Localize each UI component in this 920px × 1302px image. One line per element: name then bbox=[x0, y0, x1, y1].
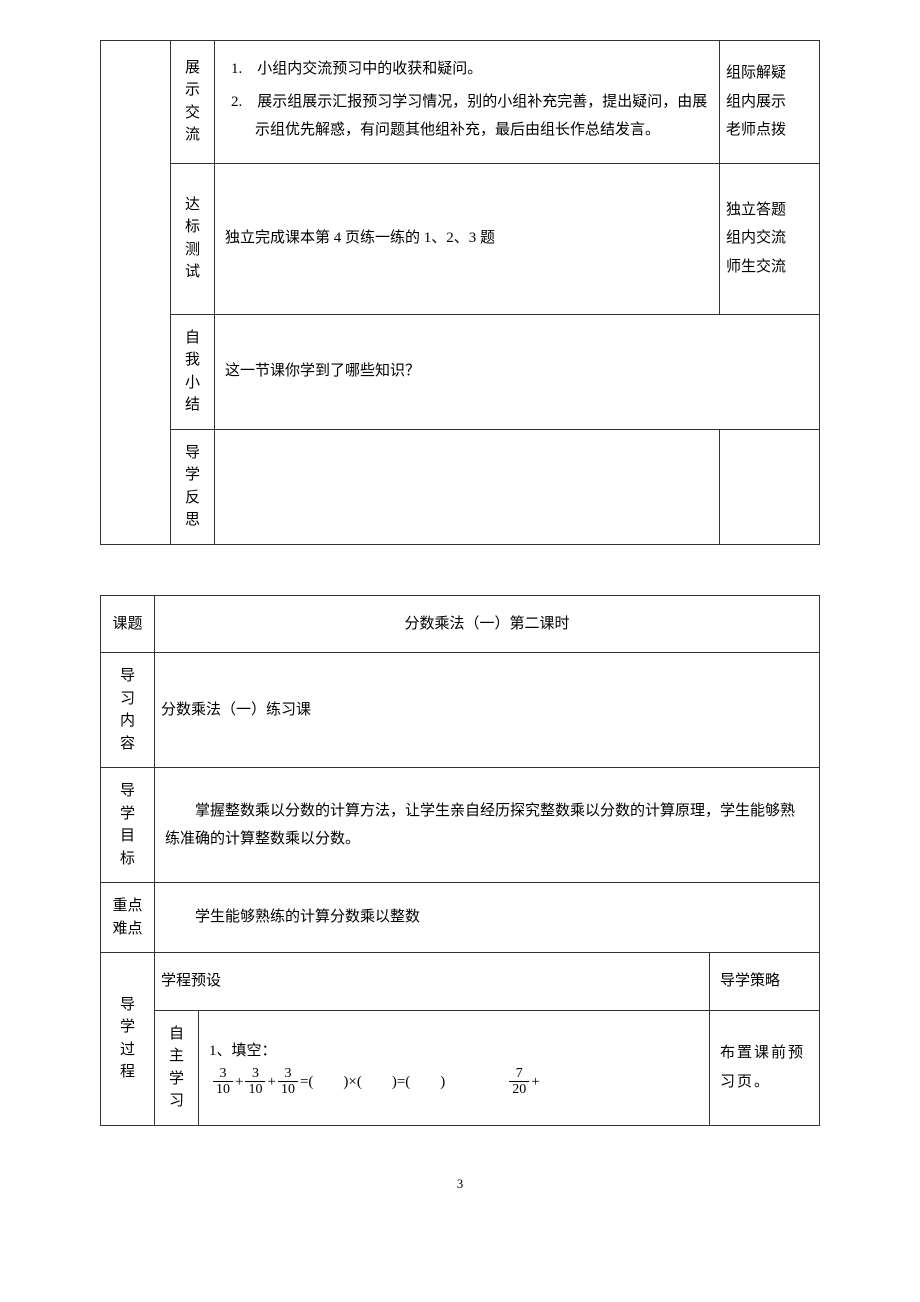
study-content: 分数乘法（一）练习课 bbox=[155, 653, 820, 768]
test-strategy: 独立答题 组内交流 师生交流 bbox=[720, 163, 820, 314]
table-row: 导学目标 掌握整数乘以分数的计算方法，让学生亲自经历探究整数乘以分数的计算原理，… bbox=[101, 768, 820, 883]
display-content: 1. 小组内交流预习中的收获和疑问。 2. 展示组展示汇报预习学习情况，别的小组… bbox=[215, 41, 720, 164]
table-row: 达标测试 独立完成课本第 4 页练一练的 1、2、3 题 独立答题 组内交流 师… bbox=[101, 163, 820, 314]
table-row: 自我小结 这一节课你学到了哪些知识？ bbox=[101, 314, 820, 429]
math-expression: 3 10 + 3 10 + 3 10 =( )×( )=( ) 7 20 bbox=[209, 1066, 699, 1098]
row-span-empty bbox=[101, 41, 171, 545]
process-header-right: 导学策略 bbox=[709, 953, 819, 1011]
study-objective-label: 导学目标 bbox=[101, 768, 155, 883]
self-study-label: 自主学习 bbox=[155, 1010, 199, 1125]
row-label-test: 达标测试 bbox=[171, 163, 215, 314]
table-row: 重点难点 学生能够熟练的计算分数乘以整数 bbox=[101, 883, 820, 953]
list-item: 2. 展示组展示汇报预习学习情况，别的小组补充完善，提出疑问，由展示组优先解惑，… bbox=[231, 88, 709, 145]
test-content: 独立完成课本第 4 页练一练的 1、2、3 题 bbox=[215, 163, 720, 314]
process-label: 导学过程 bbox=[101, 953, 155, 1126]
fraction: 3 10 bbox=[245, 1066, 265, 1098]
focus-label: 重点难点 bbox=[101, 883, 155, 953]
reflection-content bbox=[215, 429, 720, 544]
row-label-reflection: 导学反思 bbox=[171, 429, 215, 544]
plus-sign: + bbox=[235, 1068, 243, 1097]
self-study-content: 1、填空： 3 10 + 3 10 + 3 10 =( )×( )=( ) bbox=[199, 1010, 710, 1125]
table-row: 导习内容 分数乘法（一）练习课 bbox=[101, 653, 820, 768]
study-objective: 掌握整数乘以分数的计算方法，让学生亲自经历探究整数乘以分数的计算原理，学生能够熟… bbox=[155, 768, 820, 883]
table-row: 展示交流 1. 小组内交流预习中的收获和疑问。 2. 展示组展示汇报预习学习情况… bbox=[101, 41, 820, 164]
reflection-strategy bbox=[720, 429, 820, 544]
row-label-display: 展示交流 bbox=[171, 41, 215, 164]
self-study-strategy: 布置课前预习页。 bbox=[709, 1010, 819, 1125]
lesson-title: 分数乘法（一）第二课时 bbox=[155, 595, 820, 653]
fraction: 7 20 bbox=[509, 1066, 529, 1098]
plus-sign: + bbox=[531, 1068, 539, 1097]
summary-content: 这一节课你学到了哪些知识？ bbox=[215, 314, 820, 429]
lesson-plan-table-2: 课题 分数乘法（一）第二课时 导习内容 分数乘法（一）练习课 导学目标 掌握整数… bbox=[100, 595, 820, 1126]
study-content-label: 导习内容 bbox=[101, 653, 155, 768]
table-row: 导学过程 学程预设 导学策略 bbox=[101, 953, 820, 1011]
page-number: 3 bbox=[100, 1176, 820, 1192]
fraction: 3 10 bbox=[213, 1066, 233, 1098]
lesson-title-label: 课题 bbox=[101, 595, 155, 653]
list-item: 1. 小组内交流预习中的收获和疑问。 bbox=[231, 55, 709, 84]
table-row: 导学反思 bbox=[101, 429, 820, 544]
equation-blanks: =( )×( )=( ) bbox=[300, 1068, 445, 1097]
table-row: 课题 分数乘法（一）第二课时 bbox=[101, 595, 820, 653]
process-header-left: 学程预设 bbox=[155, 953, 710, 1011]
row-label-summary: 自我小结 bbox=[171, 314, 215, 429]
fraction: 3 10 bbox=[278, 1066, 298, 1098]
lesson-plan-table-1: 展示交流 1. 小组内交流预习中的收获和疑问。 2. 展示组展示汇报预习学习情况… bbox=[100, 40, 820, 545]
plus-sign: + bbox=[267, 1068, 275, 1097]
focus-content: 学生能够熟练的计算分数乘以整数 bbox=[155, 883, 820, 953]
fill-blank-title: 1、填空： bbox=[209, 1037, 699, 1066]
display-strategy: 组际解疑 组内展示 老师点拨 bbox=[720, 41, 820, 164]
table-row: 自主学习 1、填空： 3 10 + 3 10 + 3 10 =( )×( bbox=[101, 1010, 820, 1125]
